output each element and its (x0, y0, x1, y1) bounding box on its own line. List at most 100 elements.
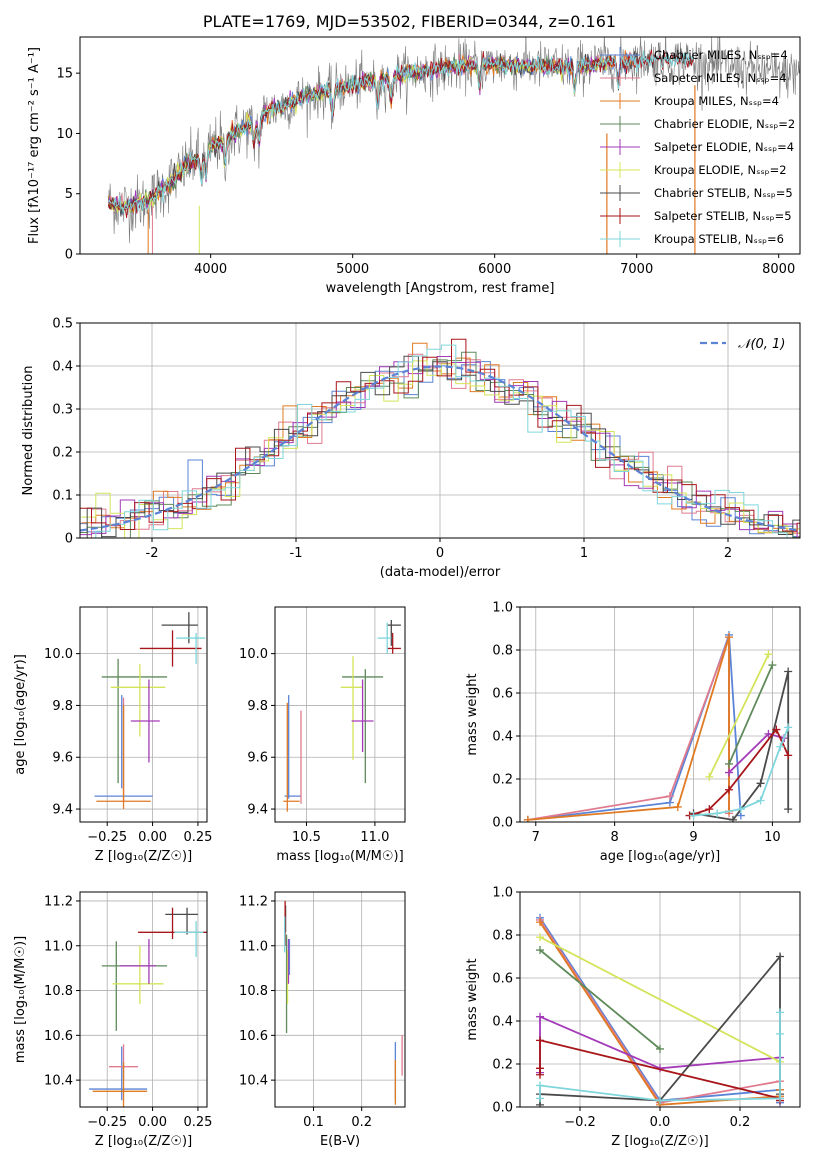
x-tick-label: -2 (146, 546, 159, 561)
y-tick-label: 15 (56, 67, 73, 82)
y-tick-label: 0.0 (492, 816, 513, 831)
weight-line-chabrier-miles (527, 634, 742, 821)
histogram-chabrier-stelib (80, 355, 800, 538)
weight-line-salpeter-miles (527, 636, 730, 821)
y-tick-label: 0.8 (492, 929, 513, 944)
y-tick-label: 9.8 (247, 699, 268, 714)
plot-area (523, 630, 793, 822)
weight-marker (736, 805, 745, 814)
y-tick-label: 9.4 (247, 803, 268, 818)
plot-age_vs_Z: −0.25 0.00 0.25 9.4 9.6 9.8 10.0 Z [log₁₀(Z/Z☉)… (13, 606, 212, 864)
plot-mass_vs_Z: −0.25 0.00 0.25 10.4 10.6 10.8 11.0 11.2 Z [log₁… (13, 891, 212, 1149)
weight-marker (764, 729, 773, 738)
y-tick-label: 10.0 (44, 647, 73, 662)
plot-area (536, 913, 784, 1107)
model-spectrum-kroupa-stelib (108, 50, 694, 213)
weight-marker (536, 918, 544, 927)
weight-marker (673, 802, 682, 811)
weight-marker (776, 1008, 784, 1017)
x-tick-label: 0.2 (351, 1115, 372, 1130)
x-tick-label: 1 (580, 546, 588, 561)
plot-weight_vs_Z: −0.2 0.0 0.2 0.0 0.2 0.4 0.6 0.8 1.0 Z [log₁₀(Z/Z… (465, 886, 801, 1149)
y-tick-label: 0.2 (52, 446, 73, 461)
legend-label: Chabrier STELIB, Nₛₛₚ=5 (654, 186, 793, 200)
weight-marker (784, 723, 793, 732)
weight-marker (756, 779, 765, 788)
weight-marker (784, 751, 793, 760)
x-tick-label: 5000 (336, 262, 369, 277)
weight-marker (725, 633, 734, 642)
weight-marker (536, 1081, 544, 1090)
y-axis-label: mass [log₁₀(M/M☉)] (13, 936, 28, 1063)
weight-marker (784, 667, 793, 676)
y-tick-label: 0.6 (492, 972, 513, 987)
legend-label: Salpeter MILES, Nₛₛₚ=4 (654, 71, 787, 85)
plot-area (80, 338, 800, 538)
weight-line-chabrier-elodie (539, 949, 661, 1050)
weight-marker (776, 1094, 784, 1103)
y-tick-label: 9.4 (52, 803, 73, 818)
weight-marker (536, 946, 544, 955)
y-tick-label: 10.4 (44, 1074, 73, 1089)
x-tick-label: -1 (290, 546, 303, 561)
x-tick-label: 11.0 (360, 830, 389, 845)
y-tick-label: 10.8 (239, 984, 268, 999)
legend-label: Chabrier ELODIE, Nₛₛₚ=2 (654, 117, 795, 131)
plot-age_vs_mass: 10.5 11.0 9.4 9.6 9.8 10.0 mass [log₁₀(M/M☉)] (239, 606, 406, 864)
legend-label: Chabrier MILES, Nₛₛₚ=4 (654, 48, 788, 62)
y-tick-label: 9.6 (52, 751, 73, 766)
x-tick-label: 2 (724, 546, 732, 561)
y-tick-label: 1.0 (492, 886, 513, 901)
y-tick-label: 0.5 (52, 317, 73, 332)
y-axis-label: Flux [fλ10⁻¹⁷ erg cm⁻² s⁻¹ A⁻¹] (27, 47, 42, 244)
x-tick-label: 6000 (478, 262, 511, 277)
weight-marker (689, 811, 698, 820)
plot-area (89, 907, 207, 1107)
x-axis-label: Z [log₁₀(Z/Z☉)] (95, 1134, 192, 1149)
weight-marker (656, 1096, 664, 1105)
x-tick-label: 0.0 (650, 1115, 671, 1130)
legend-label: Kroupa ELODIE, Nₛₛₚ=2 (654, 163, 787, 177)
y-tick-label: 1.0 (492, 601, 513, 616)
histogram-kroupa-stelib (81, 344, 800, 538)
plot-area (94, 612, 206, 810)
x-tick-label: −0.25 (87, 830, 127, 845)
axes-frame (519, 606, 801, 823)
weight-marker (756, 796, 765, 805)
plot-mass_vs_ebv: 0.1 0.2 10.4 10.6 10.8 11.0 11.2 E(B-V) (239, 891, 406, 1149)
weight-marker (536, 1036, 544, 1045)
x-tick-label: 7000 (620, 262, 653, 277)
normal-pdf-curve (80, 365, 800, 532)
figure-title: PLATE=1769, MJD=53502, FIBERID=0344, z=0… (202, 12, 617, 31)
plot-area (283, 900, 403, 1105)
y-tick-label: 11.2 (44, 894, 73, 909)
weight-marker (656, 1044, 664, 1053)
y-tick-label: 0.6 (492, 687, 513, 702)
plot-residuals: -2 -1 0 1 2 0 0.1 0.2 0.3 0.4 0.5 (data-model)/erro… (21, 317, 801, 580)
y-tick-label: 11.0 (44, 939, 73, 954)
y-tick-label: 0.0 (492, 1101, 513, 1116)
x-axis-label: mass [log₁₀(M/M☉)] (276, 849, 403, 864)
x-tick-label: 0 (436, 546, 444, 561)
histogram-salpeter-stelib (80, 338, 800, 532)
y-tick-label: 10 (56, 127, 73, 142)
weight-marker (713, 809, 722, 818)
y-tick-label: 0.4 (52, 360, 73, 375)
axes-frame (274, 606, 406, 823)
x-tick-label: −0.25 (87, 1115, 127, 1130)
legend-label: Kroupa MILES, Nₛₛₚ=4 (654, 94, 779, 108)
weight-marker (776, 1029, 784, 1038)
weight-line-kroupa-elodie (539, 936, 781, 1063)
axes-frame (274, 891, 406, 1108)
legend-label: Kroupa STELIB, Nₛₛₚ=6 (654, 232, 784, 246)
y-tick-label: 10.6 (239, 1029, 268, 1044)
legend-label: Salpeter ELODIE, Nₛₛₚ=4 (654, 140, 794, 154)
weight-marker (784, 805, 793, 814)
plot-area (283, 619, 401, 812)
y-tick-label: 0.1 (52, 489, 73, 504)
weight-marker (705, 805, 714, 814)
weight-marker (764, 650, 773, 659)
x-tick-label: 9 (689, 830, 697, 845)
y-axis-label: mass weight (465, 958, 480, 1040)
